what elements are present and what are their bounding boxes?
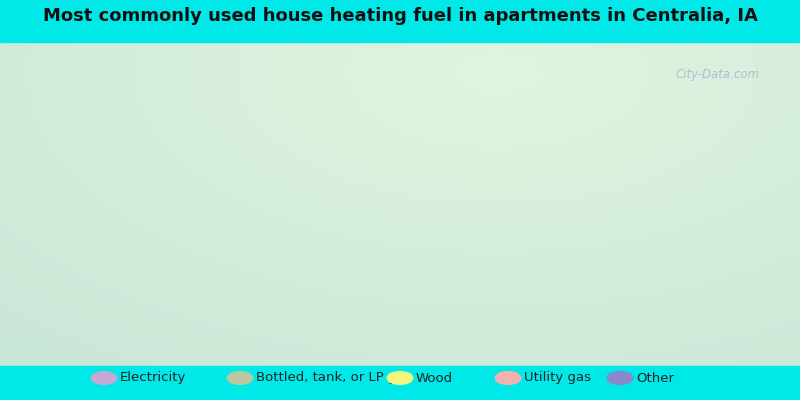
Text: City-Data.com: City-Data.com	[676, 68, 760, 81]
Text: Utility gas: Utility gas	[524, 372, 591, 384]
Ellipse shape	[495, 372, 521, 384]
Bar	[0, 0, 800, 42]
Text: Electricity: Electricity	[120, 372, 186, 384]
Ellipse shape	[227, 372, 253, 384]
Polygon shape	[490, 0, 612, 10]
Ellipse shape	[387, 372, 413, 384]
Text: Other: Other	[636, 372, 674, 384]
Text: Wood: Wood	[416, 372, 453, 384]
Polygon shape	[68, 0, 271, 10]
Bar	[0, 366, 800, 400]
Ellipse shape	[91, 372, 117, 384]
Text: Most commonly used house heating fuel in apartments in Centralia, IA: Most commonly used house heating fuel in…	[42, 7, 758, 25]
Ellipse shape	[607, 372, 633, 384]
Text: Bottled, tank, or LP gas: Bottled, tank, or LP gas	[256, 372, 411, 384]
